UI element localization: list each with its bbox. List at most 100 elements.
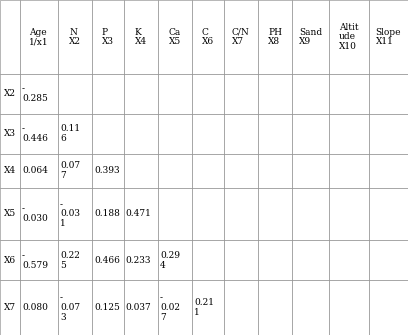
Bar <box>92 114 124 154</box>
Bar <box>192 154 224 188</box>
Bar <box>329 280 368 335</box>
Bar <box>368 0 408 74</box>
Bar <box>58 154 92 188</box>
Text: K
X4: K X4 <box>135 27 147 46</box>
Text: C/N
X7: C/N X7 <box>232 27 250 46</box>
Bar <box>292 0 329 74</box>
Text: -
0.07
3: - 0.07 3 <box>60 293 80 322</box>
Bar <box>192 74 224 114</box>
Bar <box>92 240 124 280</box>
Bar <box>124 280 158 335</box>
Bar <box>124 188 158 240</box>
Bar <box>192 114 224 154</box>
Bar <box>258 74 292 114</box>
Bar <box>292 114 329 154</box>
Bar <box>58 0 92 74</box>
Text: 0.393: 0.393 <box>94 166 120 175</box>
Bar <box>58 280 92 335</box>
Text: -
0.03
1: - 0.03 1 <box>60 200 80 228</box>
Bar <box>0 154 20 188</box>
Text: X2: X2 <box>4 89 16 98</box>
Text: Age
1/x1: Age 1/x1 <box>29 27 49 46</box>
Text: 0.188: 0.188 <box>94 209 120 218</box>
Text: X6: X6 <box>4 256 16 265</box>
Bar <box>224 280 258 335</box>
Bar <box>224 240 258 280</box>
Bar <box>329 188 368 240</box>
Bar <box>158 74 192 114</box>
Text: X3: X3 <box>4 129 16 138</box>
Text: -
0.285: - 0.285 <box>22 84 48 103</box>
Bar <box>58 240 92 280</box>
Bar <box>258 240 292 280</box>
Bar <box>258 280 292 335</box>
Text: Sand
X9: Sand X9 <box>299 27 322 46</box>
Bar <box>124 74 158 114</box>
Bar <box>292 154 329 188</box>
Bar <box>292 188 329 240</box>
Text: 0.080: 0.080 <box>22 303 48 312</box>
Text: 0.064: 0.064 <box>22 166 48 175</box>
Bar <box>368 280 408 335</box>
Bar <box>224 74 258 114</box>
Bar <box>192 188 224 240</box>
Text: X4: X4 <box>4 166 16 175</box>
Bar <box>224 154 258 188</box>
Bar <box>0 0 20 74</box>
Bar <box>92 74 124 114</box>
Bar <box>258 154 292 188</box>
Text: 0.233: 0.233 <box>126 256 151 265</box>
Bar <box>368 74 408 114</box>
Bar <box>58 114 92 154</box>
Text: N
X2: N X2 <box>69 27 81 46</box>
Bar <box>329 154 368 188</box>
Bar <box>158 280 192 335</box>
Text: -
0.446: - 0.446 <box>22 124 48 143</box>
Bar <box>158 114 192 154</box>
Bar <box>258 0 292 74</box>
Text: Altit
ude
X10: Altit ude X10 <box>339 23 359 51</box>
Bar <box>368 240 408 280</box>
Bar <box>0 188 20 240</box>
Bar <box>124 114 158 154</box>
Bar <box>20 154 58 188</box>
Bar <box>329 114 368 154</box>
Bar <box>329 0 368 74</box>
Bar <box>192 240 224 280</box>
Bar <box>0 280 20 335</box>
Bar <box>368 188 408 240</box>
Text: PH
X8: PH X8 <box>268 27 282 46</box>
Text: X5: X5 <box>4 209 16 218</box>
Bar <box>292 280 329 335</box>
Bar <box>0 114 20 154</box>
Bar <box>292 74 329 114</box>
Bar <box>20 114 58 154</box>
Text: Slope
X11: Slope X11 <box>375 27 401 46</box>
Bar <box>158 240 192 280</box>
Bar <box>158 0 192 74</box>
Text: -
0.030: - 0.030 <box>22 204 48 223</box>
Bar <box>92 280 124 335</box>
Text: C
X6: C X6 <box>202 27 214 46</box>
Bar <box>158 188 192 240</box>
Bar <box>224 0 258 74</box>
Text: P
X3: P X3 <box>102 27 114 46</box>
Text: 0.471: 0.471 <box>126 209 152 218</box>
Text: 0.22
5: 0.22 5 <box>60 251 80 270</box>
Bar <box>58 188 92 240</box>
Bar <box>329 74 368 114</box>
Bar <box>20 0 58 74</box>
Bar <box>124 154 158 188</box>
Bar <box>329 240 368 280</box>
Text: -
0.02
7: - 0.02 7 <box>160 293 180 322</box>
Bar <box>20 240 58 280</box>
Bar <box>58 74 92 114</box>
Text: 0.29
4: 0.29 4 <box>160 251 180 270</box>
Bar <box>192 280 224 335</box>
Bar <box>224 188 258 240</box>
Text: 0.21
1: 0.21 1 <box>194 298 214 317</box>
Bar <box>20 74 58 114</box>
Text: 0.07
7: 0.07 7 <box>60 161 80 180</box>
Bar <box>368 114 408 154</box>
Text: 0.11
6: 0.11 6 <box>60 124 80 143</box>
